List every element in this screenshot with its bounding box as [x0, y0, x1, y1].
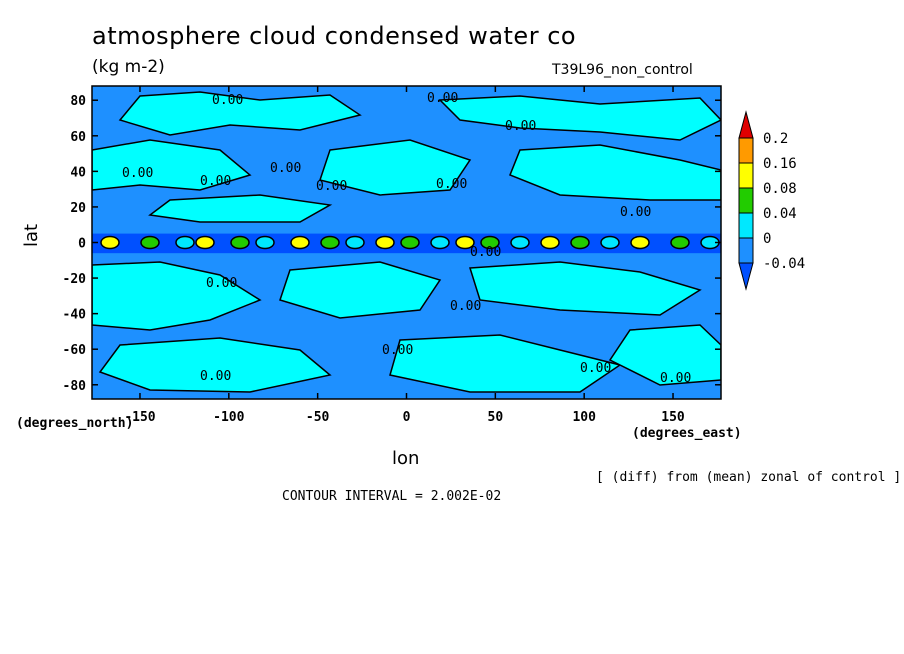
y-tick-label: -40 — [63, 308, 87, 323]
positive-region — [389, 334, 622, 393]
x-tick-label: -150 — [124, 410, 155, 425]
chart-units: (kg m-2) — [92, 57, 165, 77]
convective-cell — [510, 235, 530, 250]
y-tick-label: 0 — [78, 237, 86, 252]
y-tick-label: 80 — [70, 94, 86, 109]
convective-cell — [175, 235, 195, 250]
contour-label: 0.00 — [450, 299, 481, 314]
convective-cell — [345, 235, 365, 250]
colorbar-label: 0.04 — [763, 206, 797, 222]
convective-cell — [320, 235, 340, 250]
convective-cell — [255, 235, 275, 250]
colorbar-segment — [738, 187, 754, 214]
positive-region — [469, 261, 702, 316]
y-tick-label: 40 — [70, 165, 86, 180]
x-axis-unit: (degrees_east) — [632, 426, 742, 441]
contour-label: 0.00 — [427, 91, 458, 106]
positive-region — [98, 337, 332, 393]
colorbar-label: 0.2 — [763, 131, 788, 147]
colorbar-top-arrow — [738, 110, 754, 139]
convective-cell — [100, 235, 120, 250]
y-tick-label: 20 — [70, 201, 86, 216]
contour-label: 0.00 — [200, 174, 231, 189]
y-axis-unit: (degrees_north) — [16, 416, 134, 431]
x-tick-label: -50 — [306, 410, 330, 425]
contour-label: 0.00 — [436, 177, 467, 192]
x-tick-label: 150 — [661, 410, 685, 425]
y-axis-label: lat — [21, 223, 43, 248]
y-tick-label: 60 — [70, 130, 86, 145]
colorbar-segment — [738, 212, 754, 239]
x-axis-label: lon — [392, 448, 420, 469]
contour-label: 0.00 — [212, 93, 243, 108]
y-tick-label: -20 — [63, 272, 87, 287]
chart-title: atmosphere cloud condensed water co — [92, 22, 577, 50]
positive-region — [279, 261, 442, 319]
contour-label: 0.00 — [270, 161, 301, 176]
positive-region — [509, 144, 721, 201]
convective-cell — [290, 235, 310, 250]
contour-label: 0.00 — [206, 276, 237, 291]
positive-region — [118, 91, 362, 136]
x-tick-label: 50 — [488, 410, 504, 425]
convective-cell — [670, 235, 690, 250]
positive-region — [148, 194, 333, 223]
y-tick-label: -80 — [63, 379, 87, 394]
contour-label: 0.00 — [382, 343, 413, 358]
run-label: T39L96_non_control — [552, 62, 693, 78]
contour-label: 0.00 — [580, 361, 611, 376]
diff-note: [ (diff) from (mean) zonal of control ] — [596, 470, 902, 485]
colorbar-bottom-arrow — [738, 262, 754, 291]
contour-field: 0.00 0.00 0.00 0.00 0.00 0.00 0.00 0.00 0.00 0.00… — [92, 86, 721, 399]
colorbar-segment — [738, 237, 754, 264]
convective-cell — [600, 235, 620, 250]
positive-region — [608, 324, 721, 386]
positive-region — [92, 261, 262, 331]
convective-cell — [570, 235, 590, 250]
colorbar-label: 0.16 — [763, 156, 797, 172]
contour-interval: CONTOUR INTERVAL = 2.002E-02 — [282, 489, 502, 504]
contour-label: 0.00 — [505, 119, 536, 134]
y-tick-label: -60 — [63, 343, 87, 358]
contour-label: 0.00 — [200, 369, 231, 384]
colorbar: 0.2 0.16 0.08 0.04 0 -0.04 — [738, 110, 805, 291]
colorbar-segment — [738, 162, 754, 189]
convective-cell — [455, 235, 475, 250]
colorbar-segment — [738, 137, 754, 164]
contour-label: 0.00 — [620, 205, 651, 220]
convective-cell — [375, 235, 395, 250]
convective-cell — [195, 235, 215, 250]
colorbar-label: -0.04 — [763, 256, 805, 272]
positive-region — [92, 139, 252, 191]
x-tick-label: -100 — [213, 410, 244, 425]
x-tick-label: 0 — [403, 410, 411, 425]
convective-cell — [540, 235, 560, 250]
convective-cell — [430, 235, 450, 250]
axes: -150 -100 -50 0 50 100 150 80 60 40 20 0 -20 -40 -60 -8… — [63, 86, 721, 425]
convective-cell — [400, 235, 420, 250]
colorbar-label: 0 — [763, 231, 771, 247]
positive-region — [438, 95, 721, 141]
convective-cell — [230, 235, 250, 250]
convective-cell — [480, 235, 500, 250]
colorbar-label: 0.08 — [763, 181, 797, 197]
contour-label: 0.00 — [470, 245, 501, 260]
convective-cell — [630, 235, 650, 250]
positive-region — [319, 139, 472, 196]
contour-label: 0.00 — [660, 371, 691, 386]
contour-label: 0.00 — [122, 166, 153, 181]
x-tick-label: 100 — [572, 410, 596, 425]
contour-label: 0.00 — [316, 179, 347, 194]
convective-cell — [140, 235, 160, 250]
